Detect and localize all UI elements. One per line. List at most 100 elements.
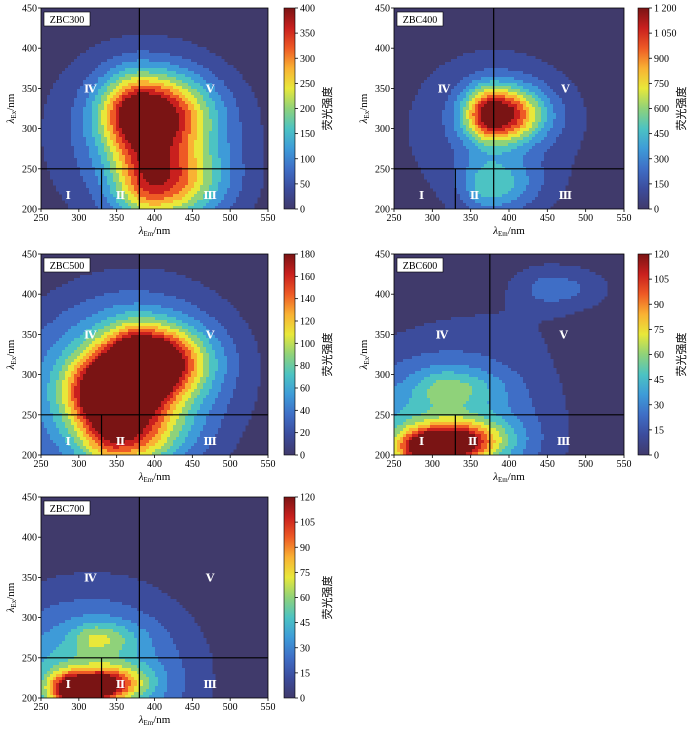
x-tick-label: 250: [34, 702, 49, 713]
x-axis-subscript: Em: [143, 230, 153, 238]
region-label: Ⅱ: [470, 190, 479, 202]
y-tick-label: 400: [22, 44, 37, 55]
sample-label-text: ZBC300: [50, 15, 84, 26]
y-tick-label: 250: [22, 410, 37, 421]
colorbar-label: 荧光强度: [674, 87, 688, 131]
y-tick-label: 450: [22, 493, 37, 504]
x-tick-label: 500: [223, 702, 238, 713]
x-tick-label: 550: [261, 702, 276, 713]
colorbar-tick-label: 1 050: [654, 29, 677, 40]
colorbar-tick-label: 0: [300, 694, 305, 705]
region-label: Ⅴ: [205, 329, 215, 341]
colorbar-tick-label: 350: [300, 29, 315, 40]
colorbar-tick-label: 60: [300, 593, 310, 604]
y-tick-label: 350: [22, 573, 37, 584]
region-label: Ⅳ: [438, 83, 451, 95]
x-tick-label: 250: [387, 459, 402, 470]
colorbar-tick-label: 750: [654, 79, 669, 90]
colorbar-tick-label: 140: [300, 294, 315, 305]
y-tick-label: 300: [22, 124, 37, 135]
x-axis-symbol: λ: [138, 225, 144, 237]
colorbar-gradient: [637, 253, 650, 456]
y-axis-symbol: λ: [358, 118, 370, 124]
x-axis-unit: /nm: [508, 225, 526, 237]
region-label: Ⅲ: [559, 190, 572, 202]
region-label: Ⅲ: [203, 190, 216, 202]
colorbar-tick-label: 30: [300, 643, 310, 654]
colorbar-tick-label: 120: [300, 317, 315, 328]
colorbar-gradient: [283, 253, 296, 456]
y-tick-label: 250: [375, 164, 390, 175]
y-tick-label: 350: [375, 84, 390, 95]
colorbar-tick-label: 200: [300, 104, 315, 115]
y-tick-label: 350: [22, 84, 37, 95]
y-axis-subscript: Ex: [363, 110, 371, 118]
x-axis-unit: /nm: [153, 714, 171, 726]
colorbar-tick-label: 80: [300, 361, 310, 372]
region-label: Ⅴ: [205, 572, 215, 584]
y-axis-symbol: λ: [358, 364, 370, 370]
colorbar-tick-label: 250: [300, 79, 315, 90]
colorbar-tick-label: 15: [300, 668, 310, 679]
region-label: Ⅳ: [84, 572, 97, 584]
y-tick-label: 350: [375, 330, 390, 341]
y-axis-label: λEx/nm: [358, 339, 371, 370]
colorbar: 0 50 100 150 200 250 300 350 400 荧光强度: [283, 4, 334, 216]
x-tick-label: 350: [109, 702, 124, 713]
colorbar-tick-label: 400: [300, 4, 315, 15]
y-axis-unit: /nm: [5, 582, 17, 600]
y-axis-unit: /nm: [5, 339, 17, 357]
sample-label: ZBC700: [43, 500, 91, 516]
y-tick-label: 450: [375, 4, 390, 15]
y-tick-label: 400: [22, 290, 37, 301]
x-tick-label: 500: [578, 459, 593, 470]
colorbar-tick-label: 20: [300, 428, 310, 439]
x-tick-label: 500: [223, 213, 238, 224]
x-axis-subscript: Em: [498, 476, 508, 484]
sample-label-text: ZBC400: [403, 15, 437, 26]
y-tick-label: 200: [22, 451, 37, 462]
y-axis-symbol: λ: [5, 118, 17, 124]
y-tick-label: 200: [22, 694, 37, 705]
colorbar-label: 荧光强度: [320, 333, 334, 377]
x-tick-label: 550: [617, 213, 632, 224]
colorbar-tick-label: 40: [300, 406, 310, 417]
x-tick-label: 300: [71, 213, 86, 224]
colorbar-label: 荧光强度: [674, 333, 688, 377]
colorbar-tick-label: 1 200: [654, 4, 677, 15]
colorbar-tick-label: 0: [654, 451, 659, 462]
region-label: Ⅳ: [84, 329, 97, 341]
y-tick-label: 250: [22, 164, 37, 175]
x-tick-label: 450: [185, 213, 200, 224]
x-tick-label: 300: [71, 459, 86, 470]
y-tick-label: 400: [22, 533, 37, 544]
x-axis-subscript: Em: [498, 230, 508, 238]
intensity-field: [41, 572, 216, 698]
region-label: Ⅳ: [436, 329, 449, 341]
x-tick-label: 250: [34, 213, 49, 224]
y-axis-unit: /nm: [358, 339, 370, 357]
x-tick-label: 300: [71, 702, 86, 713]
x-axis-symbol: λ: [138, 714, 144, 726]
colorbar-label: 荧光强度: [320, 87, 334, 131]
sample-label: ZBC300: [43, 11, 91, 27]
region-label: Ⅱ: [116, 436, 125, 448]
region-label: Ⅰ: [66, 436, 71, 448]
x-axis-label: λEm/nm: [492, 471, 525, 484]
intensity-field: [41, 269, 261, 455]
colorbar: 0 15 30 45 60 75 90 105 120 荧光强度: [283, 493, 334, 705]
colorbar-tick-label: 120: [300, 493, 315, 504]
x-axis-unit: /nm: [153, 225, 171, 237]
x-tick-label: 500: [578, 213, 593, 224]
y-tick-label: 400: [375, 44, 390, 55]
x-tick-label: 350: [109, 459, 124, 470]
x-tick-label: 450: [185, 459, 200, 470]
colorbar-tick-label: 90: [300, 543, 310, 554]
x-axis-label: λEm/nm: [138, 714, 171, 727]
colorbar-tick-label: 160: [300, 272, 315, 283]
colorbar-tick-label: 60: [654, 350, 664, 361]
colorbar-tick-label: 150: [654, 179, 669, 190]
colorbar-tick-label: 0: [300, 451, 305, 462]
